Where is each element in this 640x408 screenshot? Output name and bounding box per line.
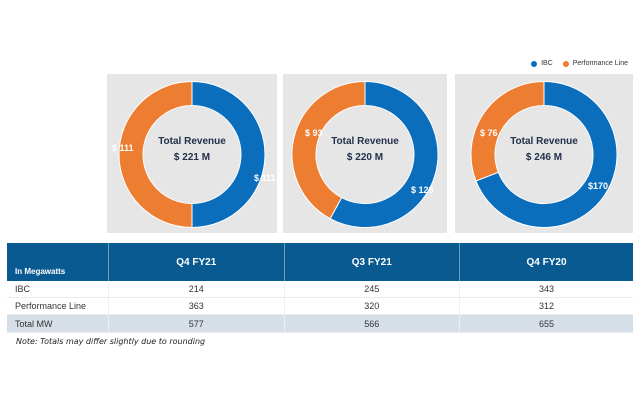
- donut-slice-ibc: [475, 80, 618, 228]
- slice-label-ibc: $170: [588, 181, 609, 191]
- donut-center-total: $ 221 M: [173, 152, 211, 163]
- slice-label-performance-line: $ 76: [480, 128, 498, 138]
- table-header-label: In Megawatts: [7, 243, 109, 281]
- table-cell: 363: [108, 297, 285, 315]
- table-cell: 343: [459, 281, 633, 298]
- donut-hole: [495, 106, 593, 203]
- donut-panel-q4-fy21: Total Revenue $ 221 M $ 111 $ 111: [107, 74, 277, 233]
- table-row-total-mw: Total MW 577 566 655: [7, 314, 633, 333]
- table-cell-row-label: Total MW: [7, 314, 109, 333]
- donut-center-total: $ 220 M: [346, 152, 384, 163]
- donut-slice-ibc: [329, 80, 439, 228]
- table-cell: 566: [284, 314, 460, 333]
- table-cell: 312: [459, 297, 633, 315]
- table-header-q4-fy21: Q4 FY21: [108, 243, 285, 281]
- footnote: Note: Totals may differ slightly due to …: [16, 337, 206, 346]
- table-header-q4-fy20: Q4 FY20: [459, 243, 633, 281]
- donut-chart-q4-fy20: [470, 80, 618, 228]
- donut-center-title: Total Revenue: [510, 136, 578, 147]
- table-row-ibc: IBC 214 245 343: [7, 281, 633, 298]
- legend-swatch-performance-line: [562, 60, 569, 67]
- slice-label-ibc: $ 128: [411, 185, 434, 195]
- donut-panel-q3-fy21: Total Revenue $ 220 M $ 128 $ 93: [283, 74, 447, 233]
- table-cell: 577: [108, 314, 285, 333]
- table-cell: 655: [459, 314, 633, 333]
- donut-center-title: Total Revenue: [158, 136, 226, 147]
- donut-chart-q3-fy21: [291, 80, 439, 228]
- table-header-row: In Megawatts Q4 FY21 Q3 FY21 Q4 FY20: [7, 243, 633, 281]
- donut-hole: [316, 106, 414, 203]
- slice-label-ibc: $ 111: [254, 173, 276, 183]
- donut-center-total: $ 246 M: [525, 152, 563, 163]
- megawatts-table: In Megawatts Q4 FY21 Q3 FY21 Q4 FY20 IBC…: [7, 243, 633, 333]
- legend-label-ibc: IBC: [541, 60, 553, 67]
- donut-slice-performance-line: [470, 80, 545, 182]
- legend-item-ibc: IBC: [531, 60, 553, 67]
- legend-label-performance-line: Performance Line: [572, 60, 628, 67]
- donut-slice-performance-line: [118, 80, 193, 229]
- table-cell: 320: [284, 297, 460, 315]
- donut-slice-performance-line: [291, 80, 366, 220]
- donut-chart-q4-fy21: [118, 80, 266, 229]
- table-header-q3-fy21: Q3 FY21: [284, 243, 460, 281]
- table-cell: 245: [284, 281, 460, 298]
- chart-legend: IBC Performance Line: [531, 60, 628, 67]
- table-cell-row-label: Performance Line: [7, 297, 109, 315]
- table-row-performance-line: Performance Line 363 320 312: [7, 297, 633, 315]
- table-cell: 214: [108, 281, 285, 298]
- donut-hole: [143, 106, 241, 203]
- slice-label-performance-line: $ 93: [305, 128, 323, 138]
- slice-label-performance-line: $ 111: [112, 143, 134, 153]
- legend-item-performance-line: Performance Line: [562, 60, 628, 67]
- donut-center-title: Total Revenue: [331, 136, 399, 147]
- legend-swatch-ibc: [531, 60, 538, 67]
- table-cell-row-label: IBC: [7, 281, 109, 298]
- donut-panel-q4-fy20: Total Revenue $ 246 M $170 $ 76: [455, 74, 633, 233]
